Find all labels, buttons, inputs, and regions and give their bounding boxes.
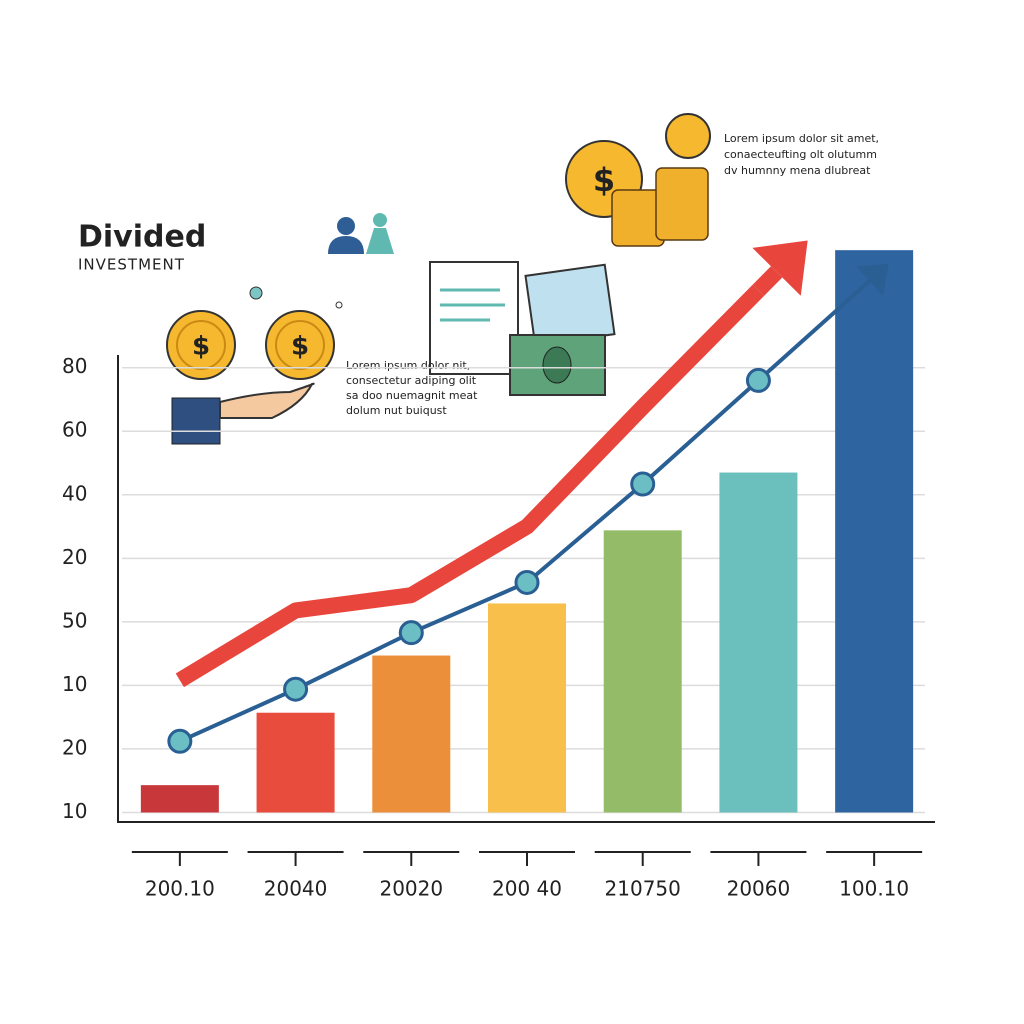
annotation: Lorem ipsum dolor nit, [346, 359, 470, 372]
chart-subtitle: INVESTMENT [78, 256, 185, 274]
y-tick-label: 40 [62, 481, 87, 505]
y-tick-label: 60 [62, 418, 87, 442]
arrow-head [856, 263, 889, 296]
bar [372, 655, 451, 813]
y-tick-label: 20 [62, 545, 87, 569]
arrow-shaft [757, 279, 871, 382]
x-tick-label: 20020 [379, 877, 443, 901]
trend-line [179, 378, 760, 744]
bar [719, 472, 798, 813]
line-marker [630, 471, 656, 497]
icons: $ $ $ [166, 113, 711, 445]
x-tick-label: 100.10 [839, 877, 909, 901]
bar [835, 250, 914, 813]
x-tick-label: 200.10 [145, 877, 215, 901]
y-tick-label: 10 [62, 799, 87, 823]
y-tick-label: 20 [62, 735, 87, 759]
svg-text:$: $ [291, 332, 309, 362]
x-tick-label: 210750 [605, 877, 681, 901]
bar [256, 712, 335, 813]
line-marker [167, 728, 193, 754]
bar [603, 530, 682, 813]
line-marker [745, 367, 771, 393]
arrow-head [752, 240, 808, 296]
x-tick-label: 200 40 [492, 877, 562, 901]
annotation: consectetur adiping olit [346, 374, 477, 387]
line-marker [283, 676, 309, 702]
x-tick-label: 20060 [727, 877, 791, 901]
chart-title: Divided [78, 220, 206, 255]
annotation: Lorem ipsum dolor sit amet, [724, 132, 879, 145]
svg-text:$: $ [192, 332, 210, 362]
annotation: conaecteufting olt olutumm [724, 148, 877, 161]
bar [140, 785, 219, 813]
annotation: dv humnny mena dlubreat [724, 164, 871, 177]
arrow-shaft [752, 266, 783, 296]
x-tick-label: 20040 [264, 877, 328, 901]
trend-line [175, 284, 765, 688]
annotation: sa doo nuemagnit meat [346, 389, 478, 402]
line-marker [398, 620, 424, 646]
svg-text:$: $ [593, 161, 615, 199]
y-tick-label: 10 [62, 672, 87, 696]
line-marker [514, 569, 540, 595]
y-tick-label: 80 [62, 354, 87, 378]
y-tick-label: 50 [62, 608, 87, 632]
bar [488, 603, 566, 813]
annotation: dolum nut buiqust [346, 404, 447, 417]
